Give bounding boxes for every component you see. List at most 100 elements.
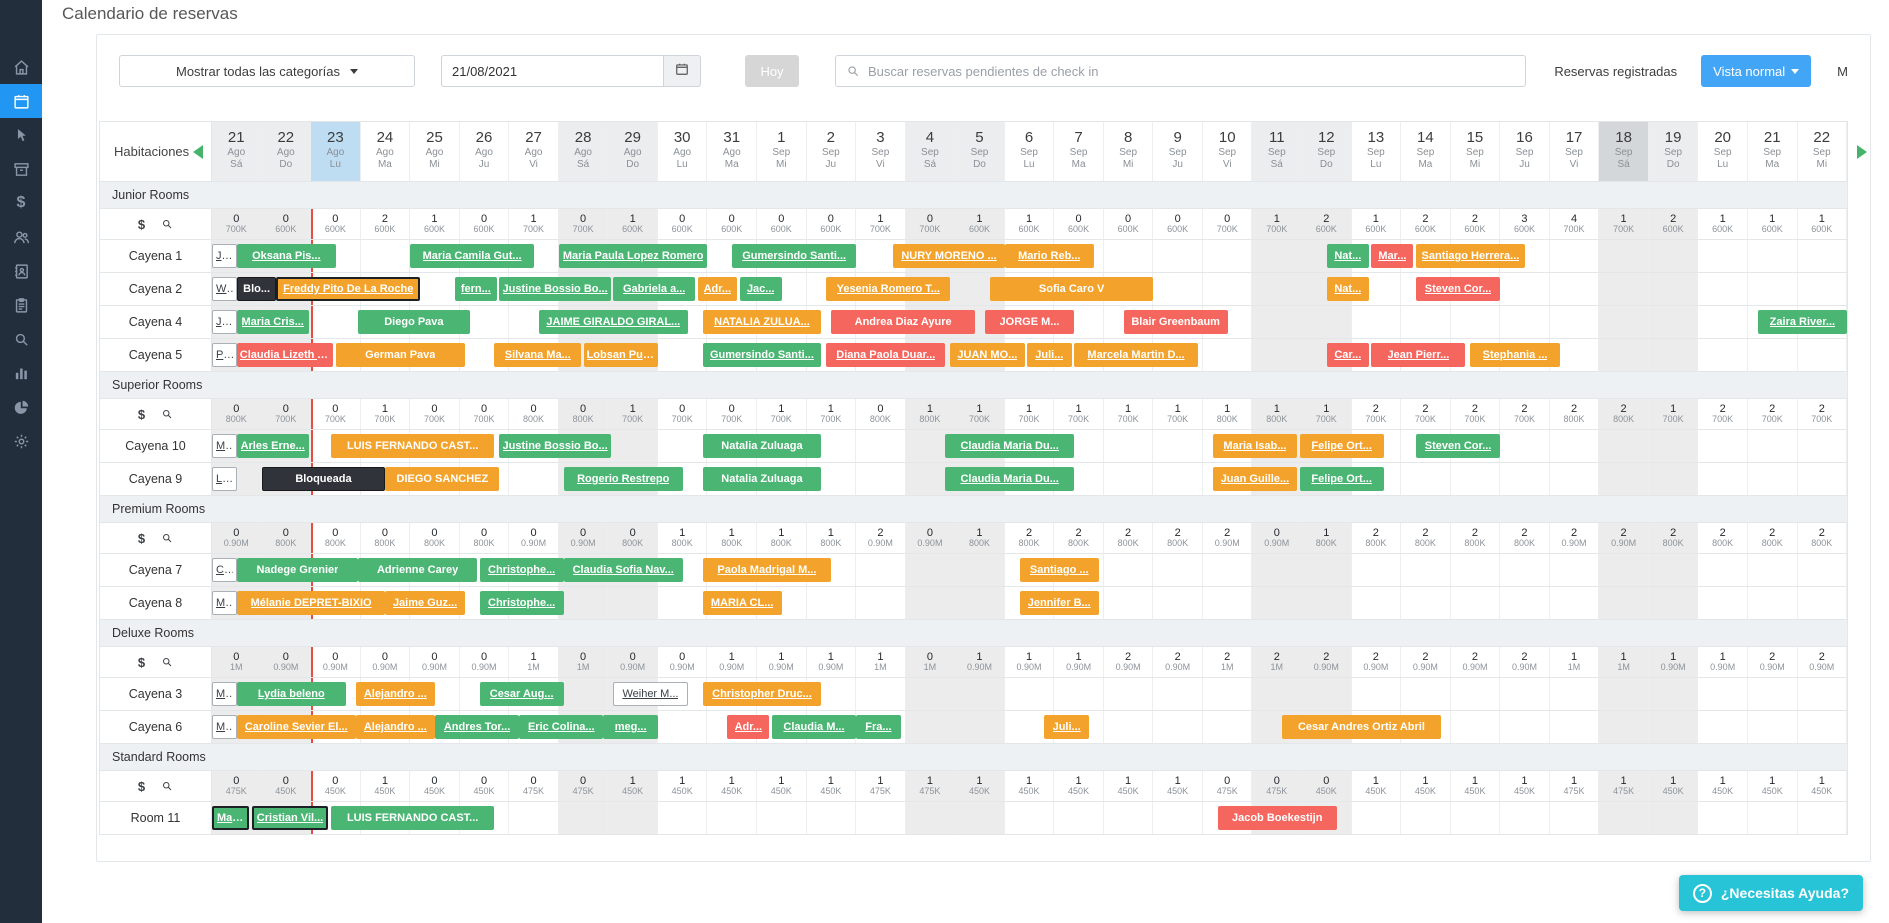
calendar-cell[interactable] xyxy=(1153,587,1203,619)
reservation-bar[interactable]: Zaira River... xyxy=(1757,310,1847,334)
calendar-cell[interactable] xyxy=(1550,306,1600,338)
calendar-cell[interactable] xyxy=(1748,240,1798,272)
view-mode-dropdown[interactable]: Vista normal xyxy=(1701,55,1812,87)
reservation-bar[interactable]: Adr... xyxy=(727,715,770,739)
calendar-cell[interactable] xyxy=(1500,306,1550,338)
calendar-cell[interactable] xyxy=(1798,430,1848,462)
calendar-cell[interactable] xyxy=(1648,273,1699,305)
calendar-cell[interactable] xyxy=(1104,587,1154,619)
calendar-cell[interactable] xyxy=(1550,273,1600,305)
calendar-cell[interactable] xyxy=(460,463,510,495)
reservation-bar[interactable]: Pila... xyxy=(212,343,237,367)
rates-dollar-icon[interactable]: $ xyxy=(137,778,146,794)
reservation-bar[interactable]: Eric Colina... xyxy=(519,715,604,739)
calendar-cell[interactable] xyxy=(1252,554,1303,586)
calendar-cell[interactable] xyxy=(1550,339,1600,371)
calendar-cell[interactable] xyxy=(1451,678,1501,710)
calendar-cell[interactable] xyxy=(1352,273,1402,305)
calendar-cell[interactable] xyxy=(1203,711,1253,743)
calendar-cell[interactable] xyxy=(1798,802,1848,834)
reservation-bar[interactable]: Caroline Sevier El... xyxy=(236,715,356,739)
reservation-bar[interactable]: Claudia Maria Du... xyxy=(945,434,1075,458)
next-dates-arrow-icon[interactable] xyxy=(1857,145,1867,159)
reservation-bar[interactable]: LUIS FERNANDO CAST... xyxy=(330,434,495,458)
reservation-bar[interactable]: Maria Isab... xyxy=(1212,434,1298,458)
reservation-bar[interactable]: Lydia beleno xyxy=(236,682,346,706)
calendar-cell[interactable] xyxy=(856,711,906,743)
calendar-cell[interactable] xyxy=(1648,430,1699,462)
calendar-cell[interactable] xyxy=(1748,711,1798,743)
calendar-cell[interactable] xyxy=(807,587,857,619)
calendar-cell[interactable] xyxy=(658,711,708,743)
calendar-cell[interactable] xyxy=(1550,554,1600,586)
reservation-bar[interactable]: Fra... xyxy=(856,715,901,739)
sidebar-item-chart[interactable] xyxy=(0,356,42,390)
reservation-bar[interactable]: Alejandro ... xyxy=(355,682,435,706)
calendar-cell[interactable] xyxy=(1698,339,1748,371)
calendar-cell[interactable] xyxy=(1153,802,1203,834)
reservation-bar[interactable]: Blo... xyxy=(236,277,277,301)
calendar-cell[interactable] xyxy=(1698,587,1748,619)
reservation-bar[interactable]: Leo... xyxy=(212,467,237,491)
calendar-cell[interactable] xyxy=(1698,711,1748,743)
calendar-cell[interactable] xyxy=(1500,273,1550,305)
calendar-cell[interactable] xyxy=(1748,430,1798,462)
reservation-bar[interactable]: Mar... xyxy=(212,715,237,739)
calendar-cell[interactable] xyxy=(1698,273,1748,305)
reservation-bar[interactable]: Santiago Herrera... xyxy=(1415,244,1525,268)
sidebar-item-users[interactable] xyxy=(0,220,42,254)
calendar-cell[interactable] xyxy=(856,802,906,834)
reservation-bar[interactable]: Paola Madrigal M... xyxy=(702,558,832,582)
calendar-cell[interactable] xyxy=(1550,240,1600,272)
calendar-cell[interactable] xyxy=(1599,339,1649,371)
reservation-bar[interactable]: Justine Bossio Bo... xyxy=(499,434,611,458)
reservation-bar[interactable]: DIEGO SANCHEZ xyxy=(385,467,500,491)
calendar-cell[interactable] xyxy=(1302,587,1352,619)
reservation-bar[interactable]: Adr... xyxy=(697,277,738,301)
registered-reservations-link[interactable]: Reservas registradas xyxy=(1554,63,1678,79)
calendar-cell[interactable] xyxy=(608,587,658,619)
today-button[interactable]: Hoy xyxy=(745,55,799,87)
reservation-bar[interactable]: Mario Reb... xyxy=(1004,244,1094,268)
calendar-cell[interactable] xyxy=(1252,678,1303,710)
calendar-cell[interactable] xyxy=(955,802,1005,834)
calendar-cell[interactable] xyxy=(460,306,510,338)
calendar-cell[interactable] xyxy=(1599,306,1649,338)
reservation-bar[interactable]: LUIS FERNANDO CAST... xyxy=(330,806,495,830)
rates-dollar-icon[interactable]: $ xyxy=(137,216,146,232)
calendar-cell[interactable] xyxy=(807,463,857,495)
calendar-cell[interactable] xyxy=(1054,802,1104,834)
search-box[interactable] xyxy=(835,55,1527,87)
rates-search-icon[interactable] xyxy=(161,218,173,230)
reservation-bar[interactable]: Diego Pava xyxy=(358,310,470,334)
calendar-cell[interactable] xyxy=(1252,339,1303,371)
reservation-bar[interactable]: Sofia Caro V xyxy=(989,277,1154,301)
calendar-cell[interactable] xyxy=(460,802,510,834)
reservation-bar[interactable]: Christophe... xyxy=(479,558,564,582)
calendar-cell[interactable] xyxy=(856,430,906,462)
reservation-bar[interactable]: Natalia Zuluaga xyxy=(702,467,822,491)
calendar-cell[interactable] xyxy=(1698,430,1748,462)
date-column-header[interactable]: 24 Ago Ma xyxy=(361,122,411,181)
calendar-cell[interactable] xyxy=(1302,306,1352,338)
reservation-bar[interactable]: Jair... xyxy=(212,310,237,334)
calendar-cell[interactable] xyxy=(1153,678,1203,710)
calendar-cell[interactable] xyxy=(1698,802,1748,834)
calendar-cell[interactable] xyxy=(905,678,956,710)
calendar-cell[interactable] xyxy=(1005,802,1055,834)
calendar-cell[interactable] xyxy=(757,802,807,834)
reservation-bar[interactable]: Oksana Pis... xyxy=(236,244,336,268)
reservation-bar[interactable]: fern... xyxy=(454,277,497,301)
calendar-cell[interactable] xyxy=(1648,463,1699,495)
date-column-header[interactable]: 12 Sep Do xyxy=(1302,122,1352,181)
calendar-cell[interactable] xyxy=(1748,802,1798,834)
calendar-cell[interactable] xyxy=(608,802,658,834)
date-column-header[interactable]: 5 Sep Do xyxy=(955,122,1005,181)
reservation-bar[interactable]: Jua... xyxy=(212,244,237,268)
date-column-header[interactable]: 29 Ago Do xyxy=(608,122,658,181)
calendar-cell[interactable] xyxy=(1599,430,1649,462)
calendar-cell[interactable] xyxy=(658,339,708,371)
calendar-cell[interactable] xyxy=(905,554,956,586)
date-column-header[interactable]: 13 Sep Lu xyxy=(1352,122,1402,181)
calendar-cell[interactable] xyxy=(955,554,1005,586)
